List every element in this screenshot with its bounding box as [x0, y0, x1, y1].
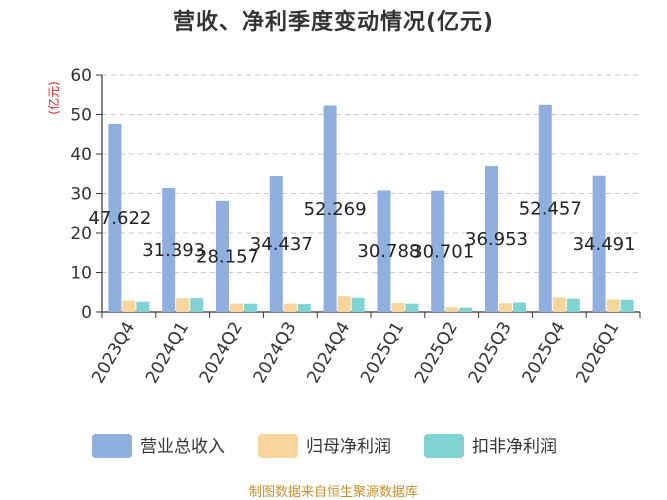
x-tick-label: 2024Q2	[196, 319, 247, 387]
data-label: 52.457	[519, 198, 582, 219]
bar-1-2025Q4	[538, 104, 552, 312]
y-tick-label: 10	[70, 264, 92, 284]
x-tick-label: 2025Q3	[465, 319, 516, 387]
bar-2-2023Q4	[122, 300, 136, 312]
bar-2-2025Q1	[391, 302, 405, 312]
bar-3-2025Q1	[405, 303, 419, 312]
x-tick-label: 2024Q3	[250, 319, 301, 387]
data-label: 52.269	[304, 199, 367, 220]
bar-2-2024Q3	[283, 303, 297, 312]
legend-swatch	[424, 434, 464, 458]
data-label: 30.788	[357, 241, 420, 262]
x-tick-label: 2024Q1	[142, 319, 193, 387]
bar-3-2024Q2	[244, 303, 257, 312]
x-tick-label: 2025Q2	[411, 319, 462, 387]
y-tick-label: 0	[81, 303, 92, 323]
x-tick-label: 2025Q4	[519, 319, 570, 387]
y-tick-label: 50	[70, 106, 92, 126]
bar-1-2026Q1	[592, 175, 606, 312]
legend-label: 扣非净利润	[472, 437, 557, 457]
bar-1-2025Q1	[377, 190, 391, 312]
bar-1-2024Q2	[216, 200, 229, 312]
bar-3-2026Q1	[620, 299, 634, 312]
bar-2-2025Q4	[552, 297, 566, 312]
bar-3-2024Q4	[351, 297, 365, 312]
bar-3-2024Q1	[190, 298, 204, 312]
chart-title: 营收、净利季度变动情况(亿元)	[172, 10, 495, 35]
x-tick-label: 2026Q1	[572, 319, 623, 387]
bar-2-2025Q2	[445, 307, 459, 312]
data-label: 34.437	[250, 234, 313, 255]
legend-label: 归母净利润	[306, 437, 391, 457]
bar-2-2025Q3	[499, 303, 512, 312]
y-tick-label: 30	[70, 185, 92, 205]
bar-3-2025Q4	[566, 298, 580, 312]
source-note: 制图数据来自恒生聚源数据库	[248, 485, 418, 500]
bar-3-2025Q2	[459, 307, 473, 312]
bar-1-2024Q4	[323, 105, 337, 313]
legend-swatch	[258, 434, 298, 458]
y-axis-label: (亿元)	[46, 81, 61, 114]
data-label: 28.157	[196, 246, 259, 267]
x-tick-labels: 2023Q4 2024Q1 2024Q2 2024Q3 2024Q4 2025Q1 2025…	[88, 319, 623, 387]
bar-2-2026Q1	[606, 299, 620, 312]
bar-2-2024Q1	[176, 298, 190, 312]
bar-1-2024Q3	[269, 175, 283, 312]
bar-2-2024Q4	[337, 296, 351, 312]
x-tick-label: 2025Q1	[357, 319, 408, 387]
bar-1-2024Q1	[162, 187, 176, 312]
legend-label: 营业总收入	[140, 437, 225, 457]
y-tick-label: 40	[70, 145, 92, 165]
axes: 0 10 20 30 40 50 60	[70, 66, 641, 323]
bar-1-2023Q4	[108, 123, 122, 312]
bar-3-2024Q3	[297, 304, 311, 312]
data-label: 36.953	[465, 229, 528, 250]
y-tick-label: 60	[70, 66, 92, 86]
data-label: 34.491	[573, 234, 636, 255]
bar-3-2023Q4	[136, 301, 150, 312]
legend-swatch	[92, 434, 132, 458]
bar-2-2024Q2	[230, 303, 243, 312]
bar-1-2025Q2	[431, 190, 445, 312]
bar-1-2025Q3	[485, 166, 498, 312]
y-tick-label: 20	[70, 224, 92, 244]
x-tick-label: 2023Q4	[88, 319, 139, 387]
data-label: 31.393	[142, 240, 205, 261]
data-label: 47.622	[88, 208, 151, 229]
bars	[108, 104, 634, 313]
data-label: 30.701	[411, 241, 474, 262]
x-tick-label: 2024Q4	[303, 319, 354, 387]
bar-3-2025Q3	[513, 302, 526, 312]
legend: 营业总收入 归母净利润 扣非净利润	[92, 434, 557, 458]
